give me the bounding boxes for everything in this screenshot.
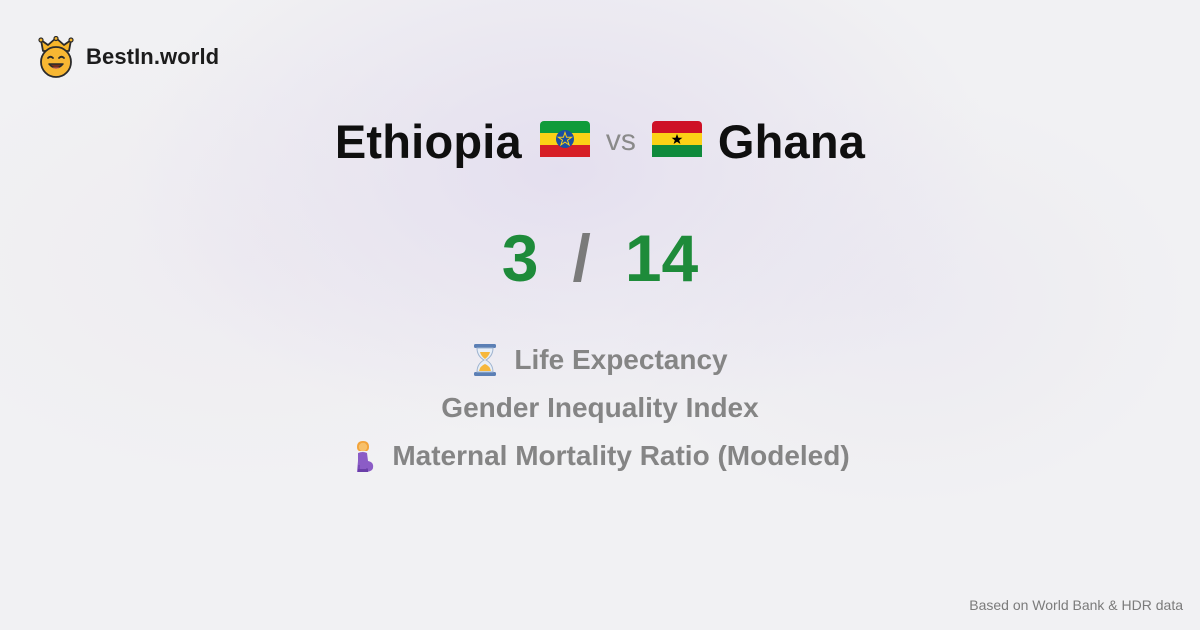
metric-label: Maternal Mortality Ratio (Modeled) bbox=[392, 440, 850, 471]
source-note: Based on World Bank & HDR data bbox=[969, 597, 1183, 613]
metric-label: Life Expectancy bbox=[514, 344, 728, 375]
right-country-name: Ghana bbox=[717, 114, 866, 168]
versus-label: vs bbox=[605, 124, 636, 157]
brand-name: BestIn.world bbox=[86, 44, 220, 69]
metric-label: Gender Inequality Index bbox=[441, 392, 759, 423]
ghana-flag-icon bbox=[651, 120, 702, 162]
ethiopia-flag-icon bbox=[539, 120, 590, 162]
crown-smiley-icon bbox=[38, 36, 74, 78]
score-display: 3 / 14 bbox=[0, 218, 1200, 298]
metric-item: Maternal Mortality Ratio (Modeled) bbox=[0, 432, 1200, 480]
metric-list: Life Expectancy Gender Inequality Index … bbox=[0, 336, 1200, 480]
comparison-title: Ethiopia vs Ghana bbox=[0, 106, 1200, 176]
pregnant-woman-icon bbox=[350, 439, 376, 473]
brand-header[interactable]: BestIn.world bbox=[38, 36, 219, 78]
score-divider: / bbox=[572, 221, 591, 295]
metric-item: Life Expectancy bbox=[0, 336, 1200, 384]
metric-item: Gender Inequality Index bbox=[0, 384, 1200, 432]
left-country-name: Ethiopia bbox=[334, 114, 522, 168]
right-score: 14 bbox=[624, 221, 699, 295]
left-score: 3 bbox=[501, 221, 539, 295]
hourglass-icon bbox=[472, 343, 498, 377]
